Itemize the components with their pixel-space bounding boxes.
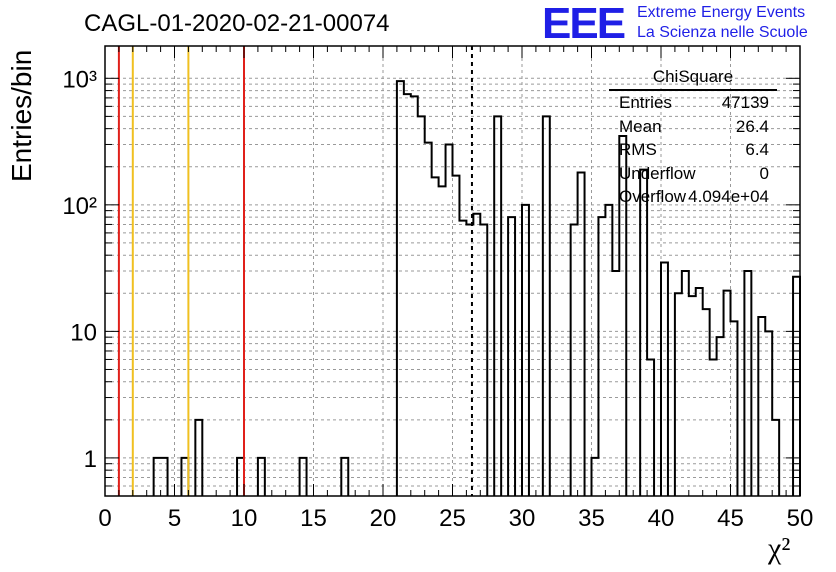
histogram-bin — [710, 359, 717, 496]
chart-title: CAGL-01-2020-02-21-00074 — [84, 10, 390, 37]
y-axis-label: Entries/bin — [6, 49, 37, 182]
stats-title: ChiSquare — [609, 66, 777, 91]
histogram-bin — [765, 331, 772, 496]
histogram-bin — [425, 143, 432, 496]
brand-line-2: La Scienza nelle Scuole — [637, 24, 808, 41]
stats-value: 4.094e+04 — [688, 187, 769, 206]
histogram-bin — [689, 296, 696, 496]
x-tick-label: 30 — [509, 505, 536, 532]
stats-value: 47139 — [721, 93, 769, 112]
histogram-bin — [744, 271, 751, 496]
stats-value: 6.4 — [745, 140, 769, 159]
y-tick-label: 10 — [70, 319, 97, 346]
x-tick-label: 40 — [648, 505, 675, 532]
histogram-bin — [598, 217, 605, 496]
stats-key: Overflow — [619, 187, 687, 206]
histogram-bin — [404, 94, 411, 496]
histogram-bin — [675, 293, 682, 496]
stats-row-overflow: Overflow 4.094e+04 — [609, 185, 777, 209]
histogram-bin — [682, 271, 689, 496]
histogram-bin — [640, 170, 647, 496]
histogram-bin — [793, 277, 800, 496]
y-axis-label-wrap: Entries/bin — [4, 50, 44, 182]
stats-key: Underflow — [619, 163, 696, 183]
x-tick-label: 15 — [300, 505, 327, 532]
histogram-bin — [480, 224, 487, 496]
stats-row-entries: Entries 47139 — [609, 91, 777, 115]
stats-row-underflow: Underflow 0 — [609, 162, 777, 186]
x-tick-label: 0 — [98, 505, 111, 532]
stats-row-mean: Mean 26.4 — [609, 115, 777, 139]
x-tick-label: 10 — [231, 505, 258, 532]
y-tick-label: 10² — [62, 193, 97, 220]
stats-key: RMS — [619, 140, 657, 159]
stats-value: 0 — [759, 163, 769, 183]
histogram-bin — [494, 116, 501, 496]
histogram-bin — [612, 271, 619, 496]
stats-key: Entries — [619, 93, 672, 112]
histogram-bin — [696, 288, 703, 496]
y-tick-label: 10³ — [62, 66, 97, 93]
histogram-bin — [661, 263, 668, 496]
histogram-bin — [453, 176, 460, 496]
x-tick-label: 5 — [168, 505, 181, 532]
x-tick-label: 20 — [370, 505, 397, 532]
histogram-bin — [432, 177, 439, 496]
x-tick-label: 50 — [787, 505, 814, 532]
histogram-bin — [446, 144, 453, 496]
histogram-bin — [578, 173, 585, 496]
histogram-bin — [647, 359, 654, 496]
histogram-bin — [397, 81, 404, 496]
x-tick-label: 35 — [578, 505, 605, 532]
y-tick-label: 1 — [84, 446, 97, 473]
histogram-bin — [522, 205, 529, 496]
histogram-bin — [543, 116, 550, 496]
histogram-bin — [724, 291, 731, 496]
stats-row-rms: RMS 6.4 — [609, 138, 777, 162]
histogram-bin — [459, 221, 466, 496]
stats-key: Mean — [619, 116, 662, 136]
histogram-bin — [717, 337, 724, 496]
histogram-bin — [411, 96, 418, 496]
brand-line-1: Extreme Energy Events — [637, 4, 806, 21]
histogram-bin — [418, 116, 425, 496]
stats-value: 26.4 — [735, 116, 769, 136]
histogram-bin — [508, 217, 515, 496]
x-tick-label: 25 — [439, 505, 466, 532]
histogram-bin — [605, 205, 612, 496]
x-tick-label: 45 — [717, 505, 744, 532]
histogram-bin — [473, 214, 480, 496]
x-axis-label: χ² — [768, 532, 791, 565]
histogram-outline — [152, 80, 801, 496]
stats-box: ChiSquare Entries 47139 Mean 26.4 RMS 6.4 U… — [609, 66, 777, 209]
histogram-bin — [571, 224, 578, 496]
eee-logo: EEE — [542, 0, 626, 48]
